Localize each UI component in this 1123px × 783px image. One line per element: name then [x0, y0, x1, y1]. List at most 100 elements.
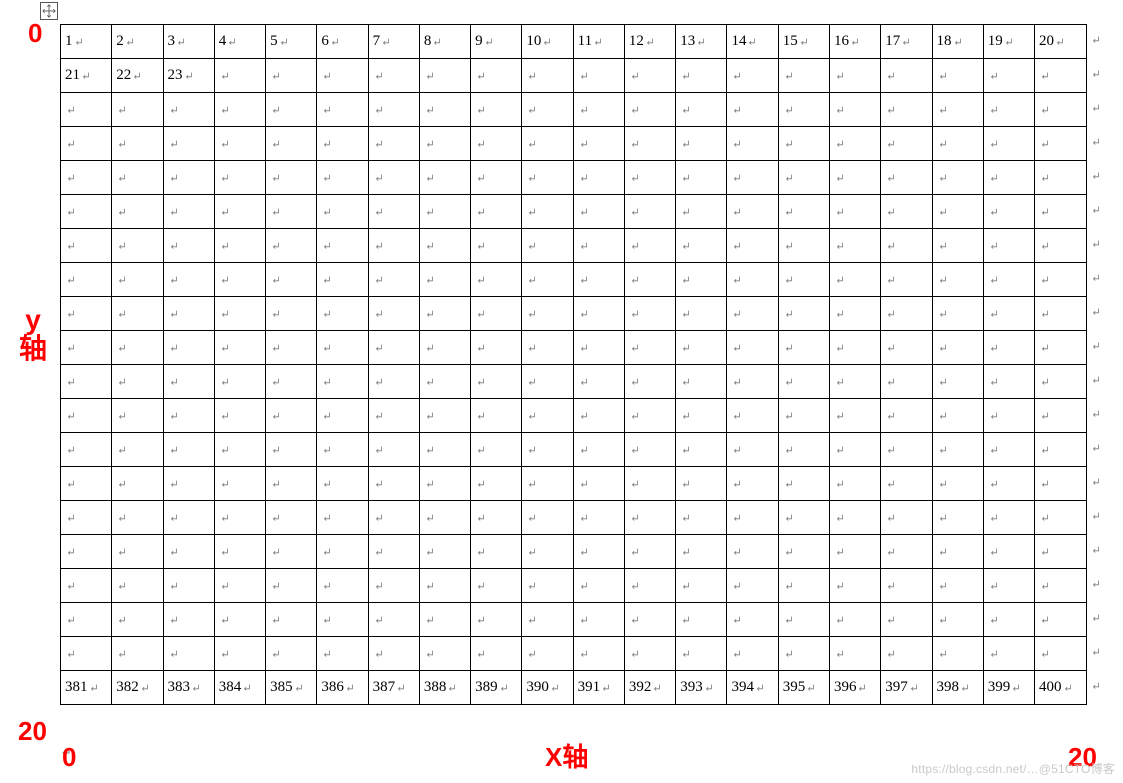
return-mark-icon	[1091, 137, 1101, 147]
grid-cell	[624, 331, 675, 365]
grid-cell: 10	[522, 25, 573, 59]
return-mark-icon	[322, 343, 332, 353]
return-mark-icon	[784, 547, 794, 557]
row-end	[1086, 399, 1110, 433]
grid-cell	[573, 535, 624, 569]
return-mark-icon	[220, 411, 230, 421]
return-mark-icon	[681, 71, 691, 81]
return-mark-icon	[527, 445, 537, 455]
return-mark-icon	[527, 377, 537, 387]
return-mark-icon	[989, 649, 999, 659]
return-mark-icon	[953, 37, 963, 47]
grid-cell	[266, 433, 317, 467]
return-mark-icon	[732, 139, 742, 149]
return-mark-icon	[66, 105, 76, 115]
coordinate-grid: 1234567891011121314151617181920212223381…	[60, 24, 1110, 705]
grid-cell	[61, 263, 112, 297]
return-mark-icon	[630, 615, 640, 625]
cell-value: 396	[834, 679, 857, 696]
cell-value: 386	[321, 679, 344, 696]
grid-cell	[676, 93, 727, 127]
grid-cell	[1035, 569, 1086, 603]
grid-cell: 17	[881, 25, 932, 59]
return-mark-icon	[89, 683, 99, 693]
grid-cell	[881, 365, 932, 399]
return-mark-icon	[732, 377, 742, 387]
return-mark-icon	[886, 615, 896, 625]
return-mark-icon	[322, 547, 332, 557]
grid-cell	[419, 637, 470, 671]
grid-cell	[317, 501, 368, 535]
row-end	[1086, 603, 1110, 637]
grid-cell	[727, 501, 778, 535]
grid-cell	[471, 501, 522, 535]
grid-cell	[266, 59, 317, 93]
grid-cell	[112, 501, 163, 535]
cell-value: 5	[270, 33, 278, 50]
return-mark-icon	[425, 445, 435, 455]
return-mark-icon	[681, 275, 691, 285]
grid-cell	[214, 297, 265, 331]
grid-cell	[778, 297, 829, 331]
grid-cell	[829, 399, 880, 433]
cell-value: 9	[475, 33, 483, 50]
return-mark-icon	[271, 139, 281, 149]
return-mark-icon	[681, 649, 691, 659]
grid-cell: 390	[522, 671, 573, 705]
return-mark-icon	[732, 649, 742, 659]
grid-cell	[317, 59, 368, 93]
return-mark-icon	[835, 411, 845, 421]
grid-cell	[983, 127, 1034, 161]
grid-cell	[214, 161, 265, 195]
return-mark-icon	[938, 479, 948, 489]
return-mark-icon	[425, 105, 435, 115]
return-mark-icon	[140, 683, 150, 693]
return-mark-icon	[835, 105, 845, 115]
return-mark-icon	[476, 173, 486, 183]
return-mark-icon	[784, 71, 794, 81]
return-mark-icon	[117, 207, 127, 217]
return-mark-icon	[169, 615, 179, 625]
return-mark-icon	[425, 377, 435, 387]
return-mark-icon	[989, 207, 999, 217]
return-mark-icon	[1091, 375, 1101, 385]
return-mark-icon	[169, 513, 179, 523]
cell-value: 22	[116, 67, 131, 84]
grid-cell	[727, 127, 778, 161]
grid-cell	[214, 569, 265, 603]
return-mark-icon	[271, 275, 281, 285]
grid-cell	[61, 501, 112, 535]
grid-cell	[368, 161, 419, 195]
grid-cell	[419, 229, 470, 263]
return-mark-icon	[220, 445, 230, 455]
grid-cell	[266, 637, 317, 671]
return-mark-icon	[74, 37, 84, 47]
return-mark-icon	[66, 445, 76, 455]
grid-cell	[368, 535, 419, 569]
grid-cell: 12	[624, 25, 675, 59]
return-mark-icon	[835, 581, 845, 591]
grid-cell	[317, 365, 368, 399]
return-mark-icon	[681, 615, 691, 625]
grid-cell	[983, 297, 1034, 331]
return-mark-icon	[271, 411, 281, 421]
move-handle-icon[interactable]	[40, 2, 58, 20]
return-mark-icon	[886, 445, 896, 455]
grid-cell	[419, 127, 470, 161]
grid-cell: 9	[471, 25, 522, 59]
return-mark-icon	[425, 309, 435, 319]
return-mark-icon	[732, 445, 742, 455]
cell-value: 395	[783, 679, 806, 696]
return-mark-icon	[169, 275, 179, 285]
return-mark-icon	[1091, 647, 1101, 657]
grid-cell	[983, 365, 1034, 399]
return-mark-icon	[527, 105, 537, 115]
return-mark-icon	[630, 377, 640, 387]
return-mark-icon	[835, 649, 845, 659]
grid-cell: 5	[266, 25, 317, 59]
return-mark-icon	[989, 445, 999, 455]
grid-cell	[61, 297, 112, 331]
return-mark-icon	[117, 615, 127, 625]
return-mark-icon	[476, 649, 486, 659]
x-axis-label: X轴	[545, 744, 588, 771]
